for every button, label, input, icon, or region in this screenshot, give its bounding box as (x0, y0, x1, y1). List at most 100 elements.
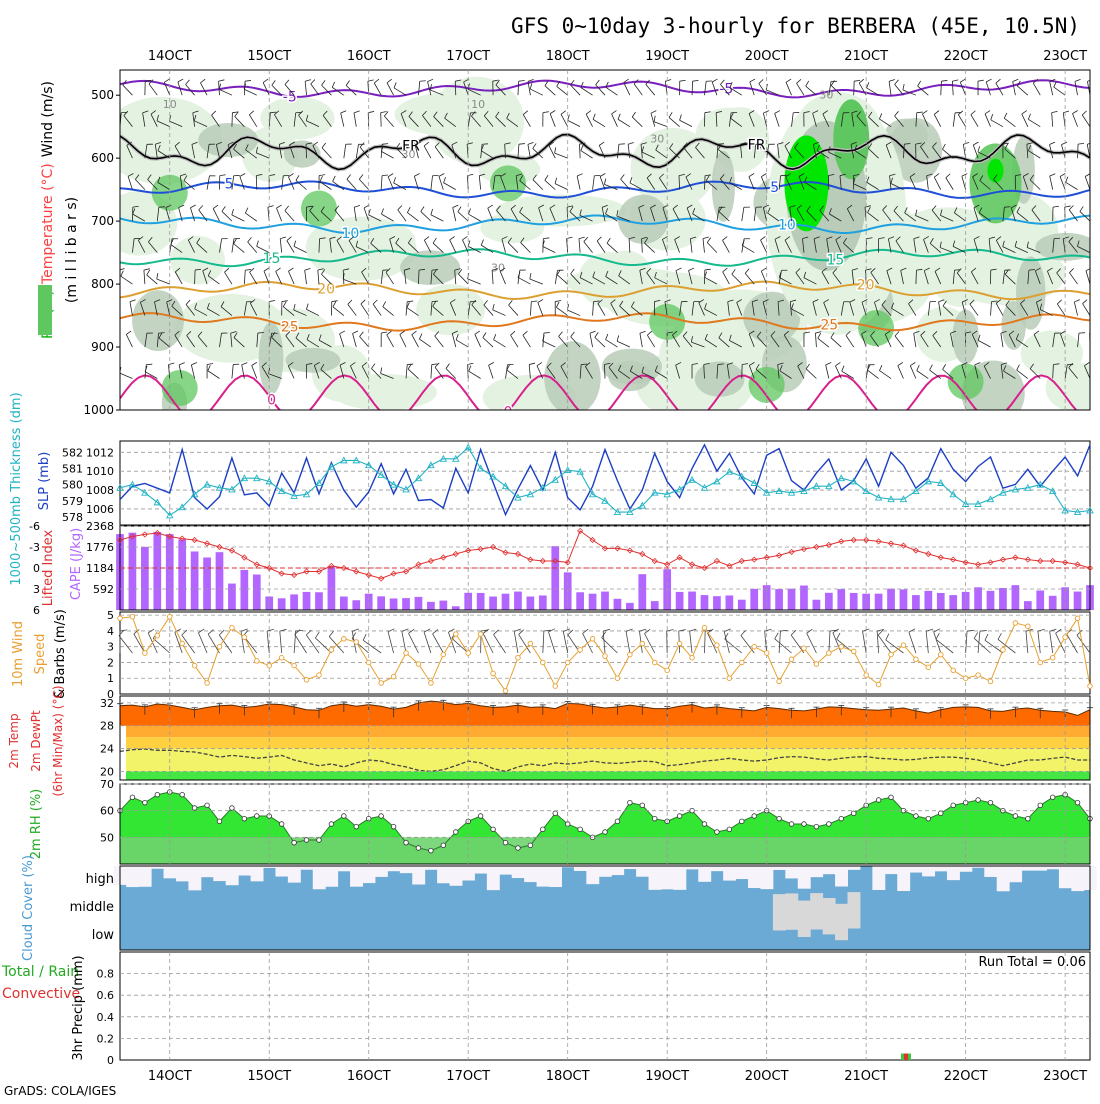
cape-bar (527, 597, 535, 610)
cloud-gap-high (363, 866, 376, 883)
rh-contour-label: 30 (650, 132, 664, 145)
cloud-gap-low (785, 893, 798, 929)
cloud-gap-high (201, 866, 214, 877)
cape-bar (576, 592, 584, 610)
wind-barb (113, 83, 120, 95)
cloud-gap-high (474, 866, 487, 874)
cape-tick-label: 1776 (86, 541, 114, 554)
temperature-band (126, 771, 1090, 780)
precip-tick-label: 0.6 (97, 989, 115, 1002)
wind-speed-point (603, 654, 608, 659)
wind-speed-point (329, 648, 334, 653)
surface-wind-barb-flag (329, 631, 333, 636)
slp-tick-label: 1010 (86, 465, 114, 478)
rh-dark-region (162, 370, 198, 406)
wind-speed-point (777, 679, 782, 684)
wind-barb (306, 144, 307, 158)
wind-speed-point (802, 646, 807, 651)
wind-speed-point (640, 641, 645, 646)
surface-wind-barb-flag (775, 633, 779, 639)
wind-speed-point (478, 632, 483, 637)
surface-wind-barb (549, 632, 556, 653)
surface-wind-barb-flag (926, 629, 933, 631)
rh-point (839, 816, 844, 821)
rh-legend-swatch (38, 285, 52, 335)
cloud-gap-high (723, 866, 736, 881)
surface-wind-barb (424, 632, 431, 653)
wind-speed-point (727, 676, 732, 681)
temperature-tick-label: 28 (100, 720, 114, 733)
cloud-gap-high (549, 866, 562, 887)
cloud-gap-high (251, 866, 264, 881)
cape-bar (278, 598, 286, 610)
rh-point (491, 827, 496, 832)
cape-tick-label: 592 (93, 583, 114, 596)
rh-mid-region (695, 361, 745, 396)
wind-speed-point (192, 663, 197, 668)
cloud-gap-high (798, 866, 811, 889)
cape-bar (514, 592, 522, 610)
temperature-axis-label: (6hr Min/Max) (°C) (51, 685, 65, 796)
wind-speed-point (752, 644, 757, 649)
temperature-tick-label: 32 (100, 697, 114, 710)
cloud-gap-low (798, 901, 811, 937)
wind-speed-point (889, 652, 894, 657)
wind-barb (113, 240, 120, 252)
cape-bar (651, 601, 659, 610)
wind-speed-point (180, 641, 185, 646)
rh-light-region (1021, 331, 1083, 377)
y-tick-label: 500 (91, 88, 114, 102)
cape-bar (912, 595, 920, 610)
rh-point (130, 795, 135, 800)
rh-point (951, 803, 956, 808)
time-tick-label-bottom: 17OCT (446, 1069, 490, 1084)
profile-axis-label-part: Temperature (°C) (40, 163, 56, 285)
wind-barb-flag (108, 303, 110, 309)
rh-point (851, 811, 856, 816)
cape-bar (825, 593, 833, 610)
cloud-gap-high (450, 866, 463, 886)
wind-speed-point (553, 684, 558, 689)
precip-run-total: Run Total = 0.06 (978, 955, 1086, 970)
cape-bar (477, 593, 485, 610)
cloud-fill (120, 866, 1090, 950)
time-tick-label-bottom: 15OCT (247, 1069, 291, 1084)
cape-bar (937, 593, 945, 610)
rh-point (416, 846, 421, 851)
wind-speed-point (702, 625, 707, 630)
cape-bar (962, 592, 970, 610)
rh-point (192, 806, 197, 811)
cape-bar (551, 546, 559, 610)
wind-axis-label: & Barbs (m/s) (53, 609, 68, 699)
wind-speed-point (453, 632, 458, 637)
isotherm-label: 15 (826, 252, 844, 268)
cape-bar (837, 589, 845, 610)
wind-barb-flag (114, 142, 119, 145)
cloud-gap-high (387, 866, 400, 871)
surface-wind-barb-flag (909, 629, 915, 632)
rh-point (603, 830, 608, 835)
profile-axis-label-part: Wind (m/s) (40, 81, 56, 157)
rh-point (827, 822, 832, 827)
rh-point (988, 800, 993, 805)
wind-speed-point (677, 641, 682, 646)
time-tick-label-bottom: 23OCT (1043, 1069, 1087, 1084)
y-tick-label: 700 (91, 214, 114, 228)
cloud-gap-high (897, 866, 910, 891)
thickness-axis-label: 1000~500mb Thickness (dm) (9, 392, 24, 585)
cape-bar (178, 539, 186, 610)
surface-wind-barb-flag (433, 629, 438, 633)
rh-point (155, 792, 160, 797)
cape-bar (1024, 601, 1032, 610)
wind-tick-label: 4 (107, 625, 114, 638)
cape-bar (589, 594, 597, 610)
rh-point (528, 843, 533, 848)
cape-bar (241, 570, 249, 610)
time-tick-label-top: 23OCT (1043, 49, 1087, 64)
surface-wind-barb (1038, 631, 1040, 653)
surface-wind-barb (280, 631, 282, 653)
surface-wind-barb (198, 633, 207, 653)
wind-speed-point (416, 662, 421, 667)
profile-axis-unit: (m i l l i b a r s) (64, 197, 80, 303)
